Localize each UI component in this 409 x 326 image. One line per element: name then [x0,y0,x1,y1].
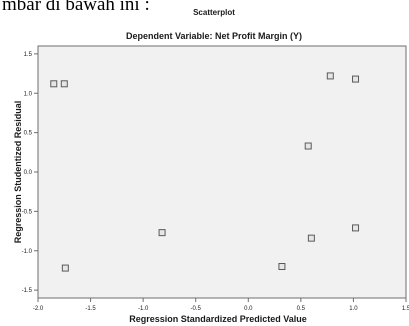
y-tick-label: -1.0 [22,249,33,255]
data-point [304,142,312,150]
data-point [352,224,360,232]
data-point [50,80,58,88]
x-tick-label: -0.5 [191,306,202,312]
x-tick-label: -1.0 [138,306,149,312]
x-tick-label: 0.5 [297,306,306,312]
data-point [61,264,69,272]
y-tick-label: 1.5 [24,52,33,58]
y-tick-label: 0.5 [24,131,33,137]
data-point [60,80,68,88]
data-point [158,229,166,237]
x-axis: -2.0 -1.5 -1.0 -0.5 0.0 0.5 1.0 1.5 [33,298,409,312]
x-tick-label: -2.0 [33,306,44,312]
data-point [278,263,286,270]
chart-subtitle: Dependent Variable: Net Profit Margin (Y… [126,31,302,41]
x-axis-label: Regression Standardized Predicted Value [129,314,307,324]
x-tick-label: -1.5 [85,306,96,312]
y-tick-label: 1.0 [24,91,33,97]
y-tick-label: -0.5 [22,209,33,215]
y-axis: 1.5 1.0 0.5 0.0 -0.5 -1.0 -1.5 [22,52,38,294]
data-points [50,72,360,272]
x-tick-label: 1.5 [402,306,409,312]
chart-title: Scatterplot [193,8,235,17]
cropped-caption-text: mbar di bawah ini : [2,0,150,15]
y-axis-label: Regression Studentized Residual [13,101,23,244]
x-tick-label: 1.0 [349,306,358,312]
y-tick-label: -1.5 [22,288,33,294]
plot-area [37,45,407,299]
data-point [352,75,360,83]
data-point [326,72,334,80]
y-tick-label: 0.0 [24,170,33,176]
data-point [307,234,315,242]
x-tick-label: 0.0 [244,306,253,312]
